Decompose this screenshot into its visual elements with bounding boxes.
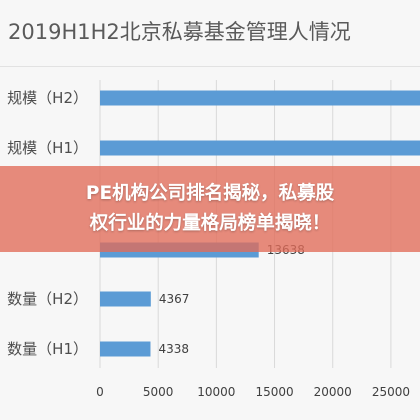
category-label: 规模（H2）: [7, 89, 88, 107]
value-label: 4367: [159, 292, 190, 306]
bar: [100, 140, 420, 156]
bar: [100, 341, 151, 357]
x-tick-label: 5000: [143, 385, 174, 399]
headline-line-1: PE机构公司排名揭秘，私募股: [85, 183, 335, 204]
bar: [100, 291, 151, 307]
headline-line-2: 权行业的力量格局榜单揭晓！: [89, 213, 331, 234]
x-tick-label: 20000: [314, 385, 352, 399]
x-tick-label: 15000: [255, 385, 293, 399]
headline-banner[interactable]: PE机构公司排名揭秘，私募股 权行业的力量格局榜单揭晓！: [0, 166, 420, 252]
x-tick-label: 25000: [372, 385, 410, 399]
chart-title: 2019H1H2北京私募基金管理人情况: [8, 20, 351, 44]
value-label: 4338: [158, 342, 189, 356]
x-tick-label: 0: [96, 385, 104, 399]
x-tick-label: 10000: [197, 385, 235, 399]
title-divider: [0, 66, 420, 67]
category-label: 数量（H2）: [7, 290, 88, 308]
category-label: 规模（H1）: [7, 139, 88, 157]
bar: [100, 90, 420, 106]
category-label: 数量（H1）: [7, 340, 88, 358]
